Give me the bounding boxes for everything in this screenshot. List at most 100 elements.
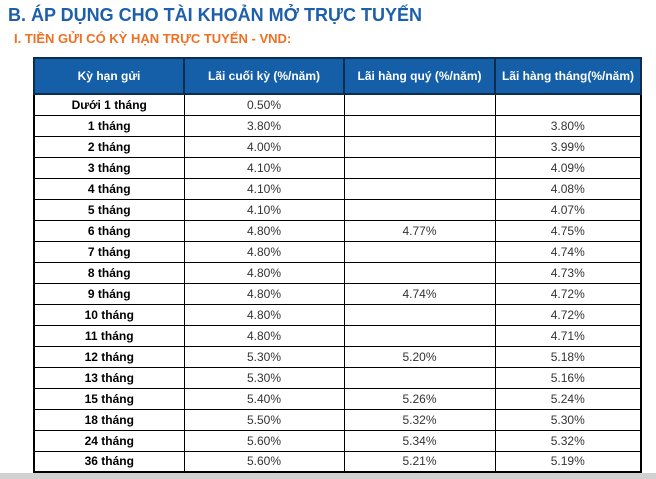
cell-end-of-term-rate: 5.50% (183, 408, 345, 431)
cell-monthly-rate: 3.80% (494, 114, 642, 137)
table-row: 10 tháng 4.80% 4.72% (33, 303, 642, 326)
cell-end-of-term-rate: 4.10% (183, 156, 345, 179)
table-row: 1 tháng 3.80% 3.80% (33, 114, 642, 137)
cell-monthly-rate: 4.08% (494, 177, 642, 200)
table-row: 4 tháng 4.10% 4.08% (33, 177, 642, 200)
cell-monthly-rate: 4.72% (494, 303, 642, 326)
cell-end-of-term-rate: 5.40% (183, 387, 345, 410)
cell-monthly-rate: 4.72% (494, 282, 642, 305)
cell-term: 13 tháng (33, 366, 185, 389)
table-row: Dưới 1 tháng 0.50% (33, 93, 642, 116)
cell-term: 9 tháng (33, 282, 185, 305)
cell-end-of-term-rate: 4.80% (183, 261, 345, 284)
column-header-term: Kỳ hạn gửi (33, 57, 185, 95)
cell-term: Dưới 1 tháng (33, 93, 185, 116)
cell-end-of-term-rate: 5.30% (183, 366, 345, 389)
cell-quarterly-rate (343, 156, 496, 179)
cell-term: 3 tháng (33, 156, 185, 179)
table-header: Kỳ hạn gửi Lãi cuối kỳ (%/năm) Lãi hàng … (33, 57, 642, 95)
cell-term: 7 tháng (33, 240, 185, 263)
cell-end-of-term-rate: 5.30% (183, 345, 345, 368)
rate-table-body: Dưới 1 tháng 0.50% 1 tháng 3.80% 3.80% 2 thán… (33, 93, 642, 473)
cell-quarterly-rate (343, 135, 496, 158)
cell-quarterly-rate: 5.20% (343, 345, 496, 368)
cell-term: 15 tháng (33, 387, 185, 410)
cell-quarterly-rate: 4.74% (343, 282, 496, 305)
table-row: 6 tháng 4.80% 4.77% 4.75% (33, 219, 642, 242)
cell-end-of-term-rate: 4.80% (183, 219, 345, 242)
cell-quarterly-rate: 5.34% (343, 429, 496, 452)
cell-monthly-rate: 5.18% (494, 345, 642, 368)
cell-quarterly-rate: 5.26% (343, 387, 496, 410)
cell-quarterly-rate (343, 324, 496, 347)
cell-monthly-rate: 5.24% (494, 387, 642, 410)
cell-term: 4 tháng (33, 177, 185, 200)
table-row: 11 tháng 4.80% 4.71% (33, 324, 642, 347)
cell-end-of-term-rate: 4.00% (183, 135, 345, 158)
cell-monthly-rate: 4.71% (494, 324, 642, 347)
table-row: 2 tháng 4.00% 3.99% (33, 135, 642, 158)
cell-end-of-term-rate: 4.80% (183, 303, 345, 326)
cell-quarterly-rate (343, 240, 496, 263)
table-row: 18 tháng 5.50% 5.32% 5.30% (33, 408, 642, 431)
cell-quarterly-rate (343, 114, 496, 137)
cell-end-of-term-rate: 4.80% (183, 282, 345, 305)
table-row: 24 tháng 5.60% 5.34% 5.32% (33, 429, 642, 452)
cell-monthly-rate: 4.75% (494, 219, 642, 242)
cell-term: 2 tháng (33, 135, 185, 158)
cell-term: 24 tháng (33, 429, 185, 452)
table-row: 7 tháng 4.80% 4.74% (33, 240, 642, 263)
cell-monthly-rate: 3.99% (494, 135, 642, 158)
cell-monthly-rate: 5.19% (494, 450, 642, 473)
column-header-end-of-term: Lãi cuối kỳ (%/năm) (183, 57, 345, 95)
table-row: 3 tháng 4.10% 4.09% (33, 156, 642, 179)
cell-end-of-term-rate: 4.10% (183, 198, 345, 221)
cell-quarterly-rate (343, 198, 496, 221)
cell-end-of-term-rate: 0.50% (183, 93, 345, 116)
table-header-row: Kỳ hạn gửi Lãi cuối kỳ (%/năm) Lãi hàng … (33, 57, 642, 95)
cell-quarterly-rate (343, 303, 496, 326)
cell-term: 11 tháng (33, 324, 185, 347)
cell-term: 10 tháng (33, 303, 185, 326)
cell-quarterly-rate (343, 366, 496, 389)
cell-end-of-term-rate: 4.10% (183, 177, 345, 200)
cell-quarterly-rate (343, 93, 496, 116)
cell-term: 12 tháng (33, 345, 185, 368)
cell-quarterly-rate: 5.21% (343, 450, 496, 473)
cell-quarterly-rate: 5.32% (343, 408, 496, 431)
cell-end-of-term-rate: 4.80% (183, 240, 345, 263)
column-header-monthly: Lãi hàng tháng(%/năm) (494, 57, 642, 95)
cell-end-of-term-rate: 5.60% (183, 450, 345, 473)
table-row: 15 tháng 5.40% 5.26% 5.24% (33, 387, 642, 410)
cell-monthly-rate: 5.16% (494, 366, 642, 389)
cell-end-of-term-rate: 3.80% (183, 114, 345, 137)
cell-monthly-rate: 5.32% (494, 429, 642, 452)
cell-quarterly-rate (343, 177, 496, 200)
cell-term: 36 tháng (33, 450, 185, 473)
cell-monthly-rate: 5.30% (494, 408, 642, 431)
bottom-edge-strip (0, 473, 656, 479)
table-row: 9 tháng 4.80% 4.74% 4.72% (33, 282, 642, 305)
cell-end-of-term-rate: 5.60% (183, 429, 345, 452)
cell-monthly-rate: 4.09% (494, 156, 642, 179)
cell-term: 5 tháng (33, 198, 185, 221)
cell-monthly-rate: 4.73% (494, 261, 642, 284)
cell-monthly-rate: 4.07% (494, 198, 642, 221)
section-subtitle: I. TIỀN GỬI CÓ KỲ HẠN TRỰC TUYẾN - VND: (14, 31, 292, 46)
cell-term: 18 tháng (33, 408, 185, 431)
column-header-quarterly: Lãi hàng quý (%/năm) (343, 57, 496, 95)
cell-term: 6 tháng (33, 219, 185, 242)
cell-quarterly-rate: 4.77% (343, 219, 496, 242)
cell-quarterly-rate (343, 261, 496, 284)
cell-monthly-rate (494, 93, 642, 116)
cell-monthly-rate: 4.74% (494, 240, 642, 263)
table-row: 5 tháng 4.10% 4.07% (33, 198, 642, 221)
table-row: 8 tháng 4.80% 4.73% (33, 261, 642, 284)
table-row: 36 tháng 5.60% 5.21% 5.19% (33, 450, 642, 473)
table-row: 13 tháng 5.30% 5.16% (33, 366, 642, 389)
interest-rate-table: Kỳ hạn gửi Lãi cuối kỳ (%/năm) Lãi hàng … (33, 57, 642, 473)
cell-end-of-term-rate: 4.80% (183, 324, 345, 347)
cell-term: 8 tháng (33, 261, 185, 284)
cell-term: 1 tháng (33, 114, 185, 137)
table-row: 12 tháng 5.30% 5.20% 5.18% (33, 345, 642, 368)
